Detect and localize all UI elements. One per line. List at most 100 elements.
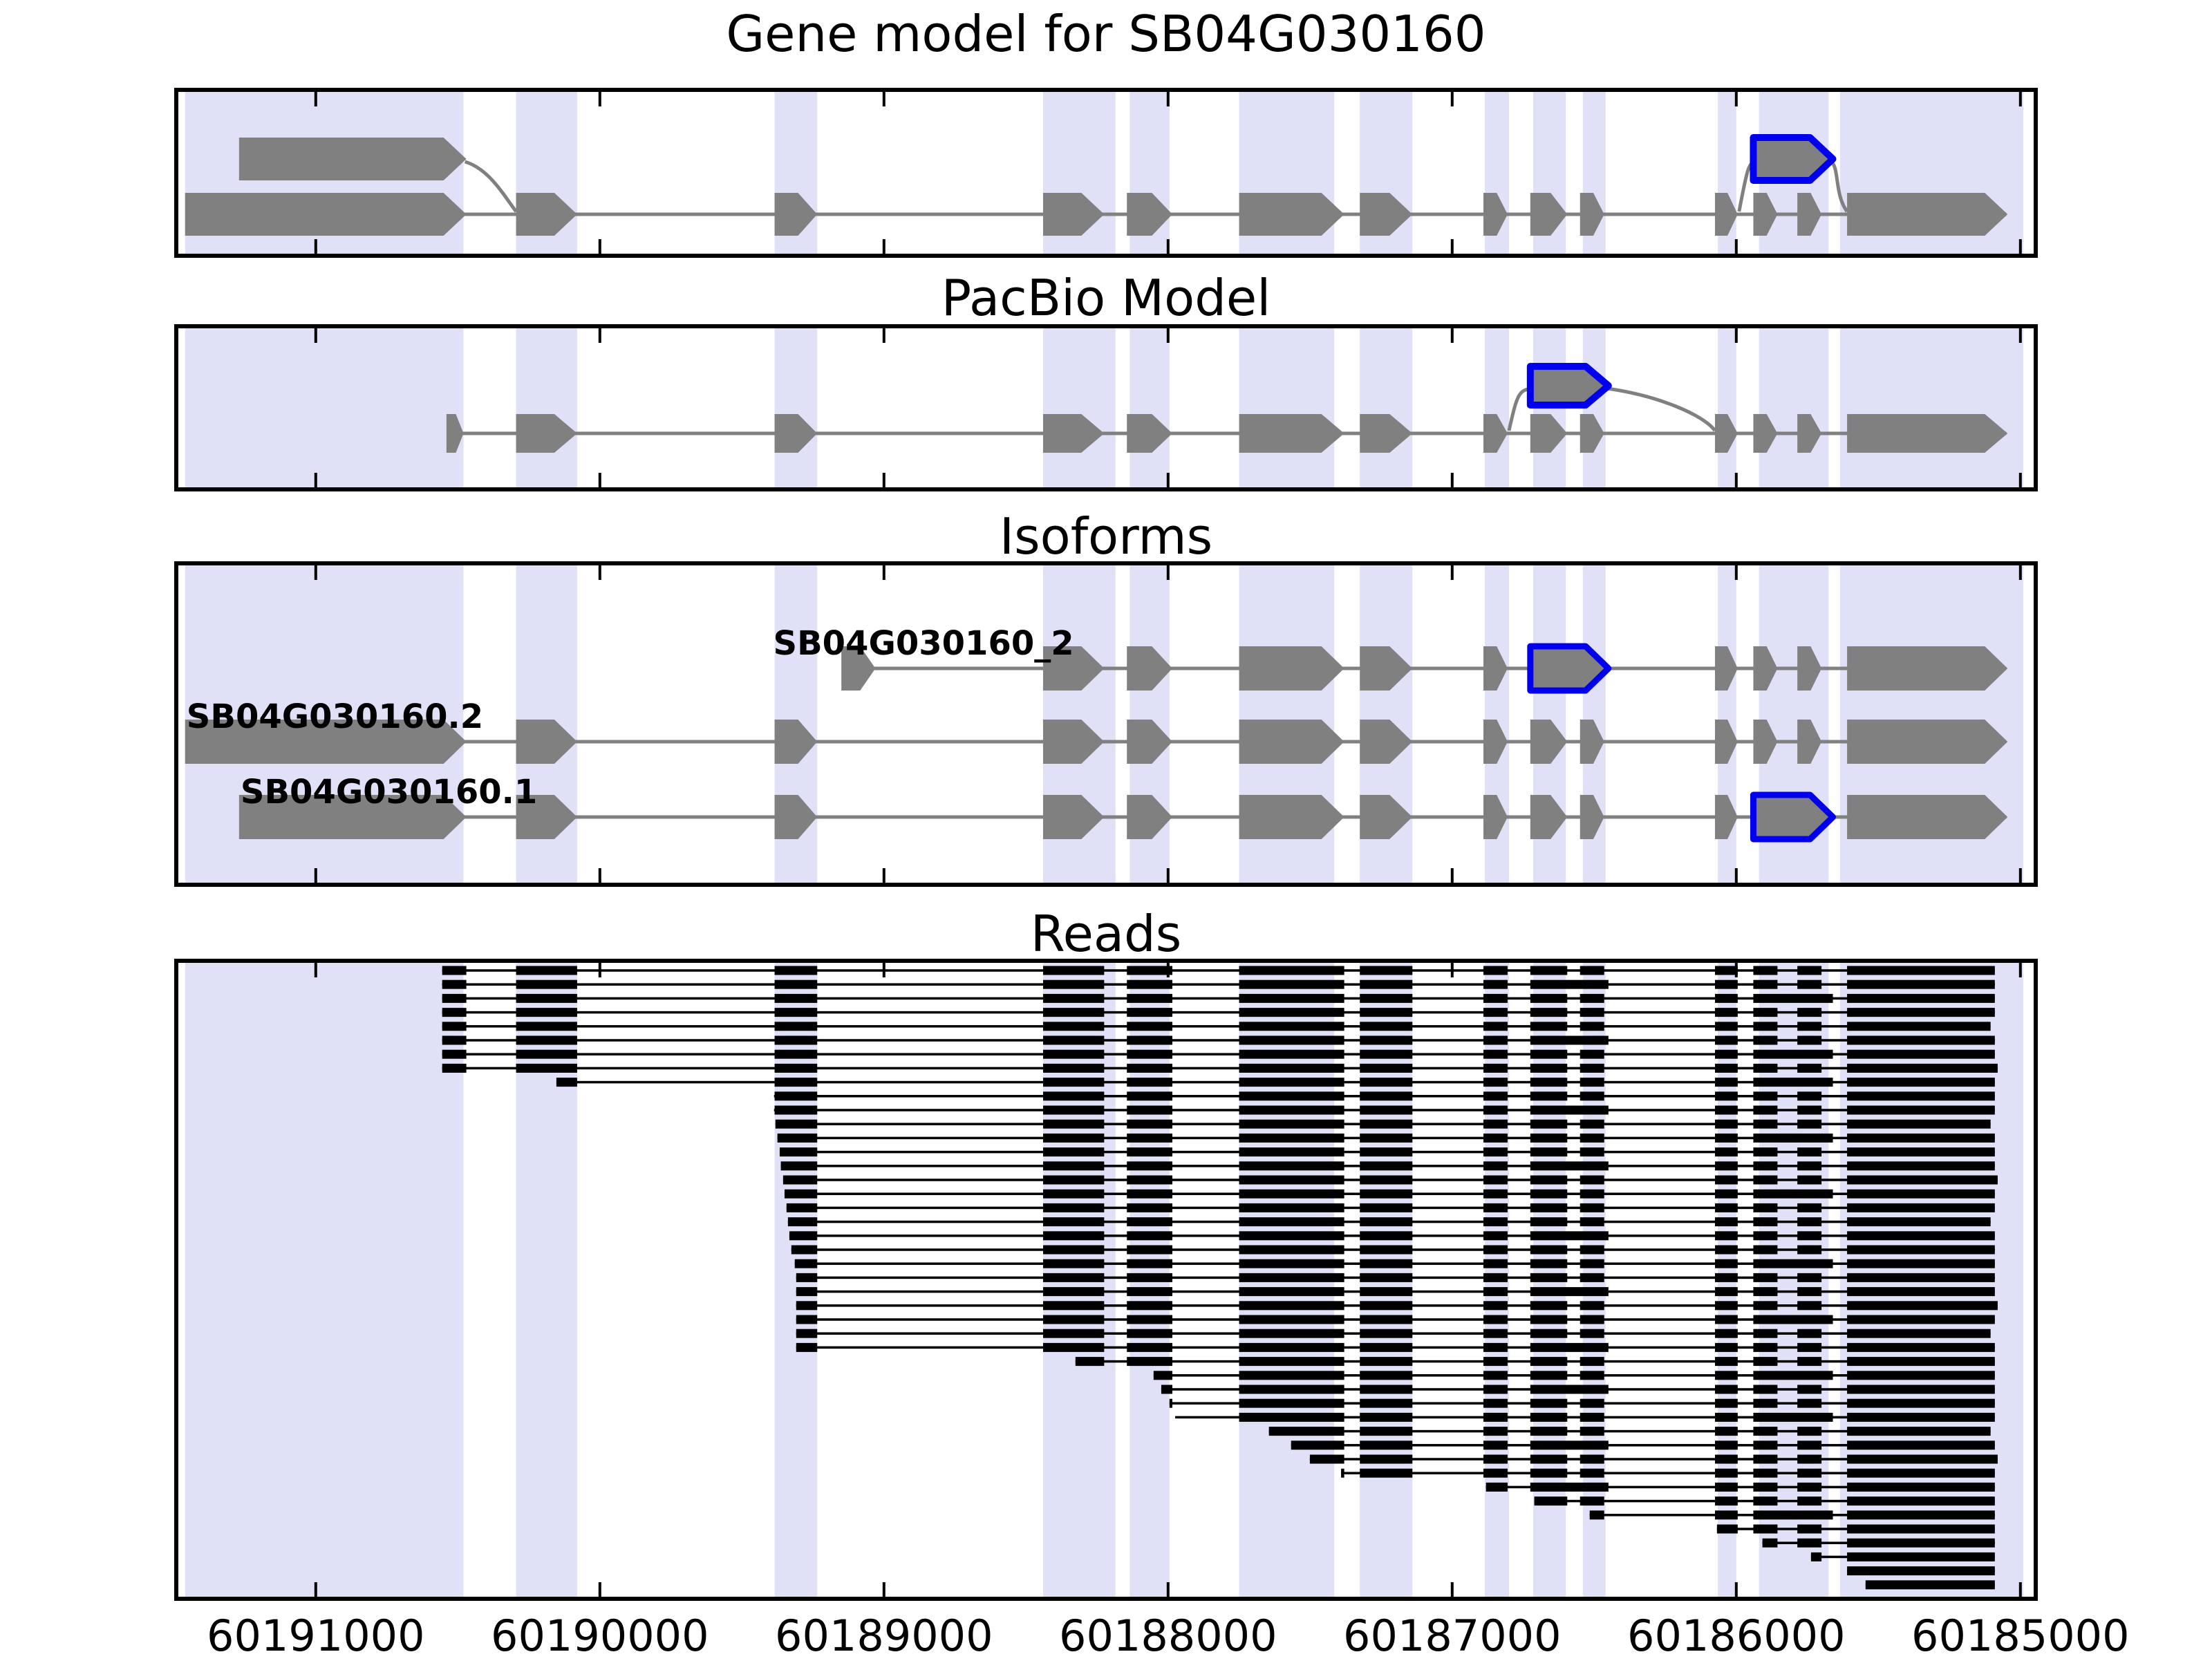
read-exon-block: [1753, 1049, 1833, 1059]
read-row: [1268, 1427, 1991, 1436]
read-exon-block: [1714, 1119, 1738, 1129]
exon: [1847, 193, 2008, 236]
read-line: [1153, 1374, 1995, 1377]
splice-curve: [464, 160, 518, 213]
read-exon-block: [1580, 1008, 1604, 1017]
read-exon-block: [1042, 1147, 1105, 1157]
read-exon-block: [1753, 1105, 1778, 1115]
read-exon-block: [1483, 1398, 1508, 1408]
read-exon-block: [1753, 1329, 1778, 1338]
read-exon-block: [1714, 1301, 1738, 1311]
read-exon-block: [1530, 1091, 1568, 1101]
isoform-row: SB04G030160.2: [185, 697, 2008, 764]
read-exon-block: [1580, 1175, 1604, 1185]
read-exon-block: [1483, 1315, 1508, 1324]
read-exon-block: [1753, 966, 1778, 975]
read-exon-block: [1239, 1175, 1344, 1185]
read-exon-block: [1580, 966, 1604, 975]
read-exon-block: [1483, 1329, 1508, 1338]
read-exon-block: [1127, 1342, 1172, 1352]
isoform-label: SB04G030160.1: [241, 773, 537, 811]
read-exon-block: [1797, 1203, 1822, 1212]
read-exon-block: [1847, 1412, 1995, 1422]
read-exon-block: [1483, 1008, 1508, 1017]
read-exon-block: [1360, 1078, 1413, 1087]
read-exon-block: [1483, 1342, 1508, 1352]
exon: [1797, 414, 1822, 453]
x-axis-tick-label: 60189000: [775, 1611, 993, 1661]
read-exon-block: [1714, 1510, 1738, 1520]
read-exon-block: [1483, 1217, 1508, 1227]
read-row: [779, 1147, 1995, 1157]
read-exon-block: [1239, 1412, 1344, 1422]
exon: [516, 414, 577, 453]
read-exon-block: [442, 1022, 467, 1031]
exon: [1714, 795, 1738, 839]
read-exon-block: [794, 1259, 818, 1268]
read-exon-block: [1714, 1385, 1738, 1394]
read-exon-block: [1797, 1287, 1822, 1297]
read-exon-block: [1127, 1063, 1172, 1073]
read-exon-block: [1360, 1454, 1413, 1464]
read-exon-block: [1580, 1496, 1604, 1506]
read-row: [442, 1063, 1998, 1073]
read-exon-block: [1714, 1203, 1738, 1212]
read-exon-block: [1530, 1189, 1568, 1199]
panel-title-reads: Reads: [1030, 905, 1182, 963]
read-exon-block: [1360, 1022, 1413, 1031]
read-exon-block: [1714, 1035, 1738, 1045]
exon: [1847, 720, 2008, 764]
read-exon-block: [1753, 1245, 1778, 1255]
read-exon-block: [1127, 966, 1172, 975]
novel-exon-highlighted: [1750, 134, 1837, 184]
exon: [516, 193, 577, 236]
read-exon-block: [516, 966, 577, 975]
read-exon-block: [1714, 1441, 1738, 1450]
read-exon-block: [1483, 1161, 1508, 1171]
highlight-band: [1360, 326, 1413, 489]
read-row: [1485, 1482, 1995, 1492]
read-exon-block: [774, 1008, 818, 1017]
read-exon-block: [1239, 1287, 1344, 1297]
read-exon-block: [1714, 1273, 1738, 1282]
read-exon-block: [1847, 1133, 1995, 1143]
x-axis-tick-label: 60187000: [1343, 1611, 1562, 1661]
read-exon-block: [774, 1022, 818, 1031]
read-exon-block: [1360, 1329, 1413, 1338]
read-row: [1589, 1510, 1995, 1520]
read-exon-block: [1580, 1468, 1604, 1478]
read-exon-block: [1847, 1454, 1998, 1464]
read-exon-block: [516, 1008, 577, 1017]
read-exon-block: [1847, 1217, 1991, 1227]
read-exon-block: [1483, 1412, 1508, 1422]
read-exon-block: [1753, 1468, 1778, 1478]
read-exon-block: [1847, 1496, 1995, 1506]
read-exon-block: [1360, 1217, 1413, 1227]
read-line: [442, 1067, 1998, 1070]
read-exon-block: [1714, 1147, 1738, 1157]
highlight-band: [1042, 326, 1116, 489]
read-row: [796, 1287, 1995, 1297]
read-row: [794, 1259, 1995, 1268]
read-exon-block: [1753, 1175, 1778, 1185]
panel-title-pacbio-model: PacBio Model: [941, 269, 1271, 327]
exon: [1714, 646, 1738, 691]
read-exon-block: [1291, 1441, 1344, 1450]
exon: [1239, 646, 1344, 691]
read-exon-block: [1530, 1287, 1609, 1297]
read-exon-block: [1753, 1342, 1778, 1352]
read-exon-block: [1714, 1329, 1738, 1338]
read-exon-block: [1797, 1301, 1822, 1311]
read-exon-block: [1810, 1552, 1822, 1561]
read-exon-block: [774, 1035, 818, 1045]
read-exon-block: [1714, 1412, 1738, 1422]
read-exon-block: [1360, 1441, 1413, 1450]
read-row: [1847, 1566, 1995, 1576]
exon: [1580, 193, 1604, 236]
read-exon-block: [1530, 1468, 1568, 1478]
read-exon-block: [1530, 979, 1609, 989]
read-row: [442, 979, 1995, 989]
highlight-band: [1239, 326, 1335, 489]
read-exon-block: [1714, 1315, 1738, 1324]
read-exon-block: [1714, 1454, 1738, 1464]
